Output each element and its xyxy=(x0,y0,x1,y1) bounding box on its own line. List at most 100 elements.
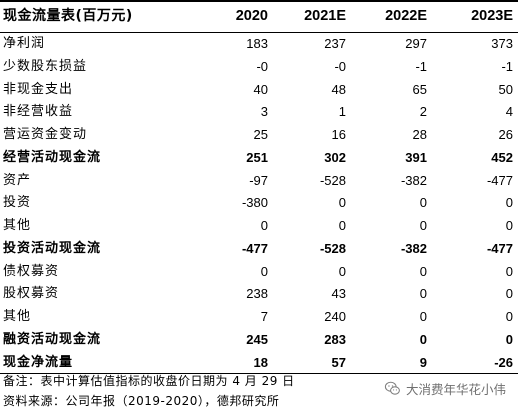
row-value: -382 xyxy=(400,240,427,256)
header-year-2020: 2020 xyxy=(235,8,268,24)
row-label: 净利润 xyxy=(3,36,46,51)
row-value: 9 xyxy=(419,354,427,370)
table-row: 股权募资 238 43 0 0 xyxy=(0,283,518,306)
table-row: 其他 0 0 0 0 xyxy=(0,215,518,238)
row-label: 债权募资 xyxy=(3,263,60,279)
table-row: 非现金支出 40 48 65 50 xyxy=(0,79,518,102)
row-value: 245 xyxy=(246,331,268,347)
source-text: 资料来源：公司年报（2019-2020），德邦研究所 xyxy=(3,394,280,408)
row-value: 26 xyxy=(498,127,513,142)
row-label: 股权募资 xyxy=(3,286,60,302)
row-label: 营运资金变动 xyxy=(3,127,88,142)
row-value: 0 xyxy=(338,218,346,233)
row-value: 183 xyxy=(246,36,268,51)
note-text: 备注：表中计算估值指标的收盘价日期为 4 月 29 日 xyxy=(3,374,295,388)
row-value: 0 xyxy=(505,331,513,347)
row-value: 48 xyxy=(331,81,346,97)
table-header: 现金流量表(百万元) 2020 2021E 2022E 2023E xyxy=(0,0,518,33)
row-value: 7 xyxy=(260,309,268,324)
row-value: 0 xyxy=(419,309,427,324)
row-label: 投资活动现金流 xyxy=(3,240,102,256)
row-value: 302 xyxy=(324,149,346,165)
row-value: -97 xyxy=(249,172,268,188)
row-value: -1 xyxy=(501,58,513,74)
table-row: 投资活动现金流 -477 -528 -382 -477 xyxy=(0,238,518,261)
row-label: 经营活动现金流 xyxy=(3,149,102,165)
header-title: 现金流量表(百万元) xyxy=(3,8,133,24)
row-value: 0 xyxy=(505,218,513,233)
row-label: 其他 xyxy=(3,309,32,324)
row-label: 资产 xyxy=(3,172,32,188)
row-value: 237 xyxy=(324,36,346,51)
row-value: 240 xyxy=(324,309,346,324)
row-value: 0 xyxy=(505,195,513,211)
row-value: 57 xyxy=(331,354,346,370)
row-value: 0 xyxy=(505,286,513,302)
header-year-2023e: 2023E xyxy=(471,8,513,24)
row-value: 238 xyxy=(246,286,268,302)
row-label: 融资活动现金流 xyxy=(3,331,102,347)
row-value: 0 xyxy=(338,195,346,211)
row-value: 391 xyxy=(405,149,427,165)
row-value: -382 xyxy=(400,172,427,188)
watermark-text: 大消费年华花小伟 xyxy=(405,382,506,397)
row-value: 373 xyxy=(491,36,513,51)
row-value: 1 xyxy=(338,104,346,120)
row-value: -477 xyxy=(241,240,268,256)
table-row: 融资活动现金流 245 283 0 0 xyxy=(0,329,518,352)
row-value: -1 xyxy=(415,58,427,74)
row-value: -26 xyxy=(494,354,513,370)
table-row: 资产 -97 -528 -382 -477 xyxy=(0,170,518,193)
row-value: 3 xyxy=(260,104,268,120)
row-label: 投资 xyxy=(3,195,32,211)
table-body: 净利润 183 237 297 373 少数股东损益 -0 -0 -1 -1 非现金支出 40 48 65… xyxy=(0,33,518,375)
row-value: 65 xyxy=(412,81,427,97)
row-value: -0 xyxy=(334,58,346,74)
table-row: 少数股东损益 -0 -0 -1 -1 xyxy=(0,56,518,79)
row-value: 18 xyxy=(253,354,268,370)
row-value: 0 xyxy=(419,263,427,279)
row-value: 297 xyxy=(405,36,427,51)
header-year-2021e: 2021E xyxy=(304,8,346,24)
row-value: -477 xyxy=(486,172,513,188)
row-value: -0 xyxy=(256,58,268,74)
table-row: 营运资金变动 25 16 28 26 xyxy=(0,124,518,147)
row-value: 43 xyxy=(331,286,346,302)
row-label: 其他 xyxy=(3,218,32,233)
row-value: 0 xyxy=(505,309,513,324)
table-row: 其他 7 240 0 0 xyxy=(0,306,518,329)
row-value: 2 xyxy=(419,104,427,120)
row-value: 0 xyxy=(419,218,427,233)
table-row: 经营活动现金流 251 302 391 452 xyxy=(0,147,518,170)
table-row: 投资 -380 0 0 0 xyxy=(0,192,518,215)
row-label: 少数股东损益 xyxy=(3,58,88,74)
row-value: 28 xyxy=(412,127,427,142)
row-value: 251 xyxy=(246,149,268,165)
table-row: 净利润 183 237 297 373 xyxy=(0,33,518,56)
row-value: 40 xyxy=(253,81,268,97)
cash-flow-table: 现金流量表(百万元) 2020 2021E 2022E 2023E 净利润 183… xyxy=(0,0,518,375)
row-value: 0 xyxy=(505,263,513,279)
row-value: -528 xyxy=(319,172,346,188)
header-year-2022e: 2022E xyxy=(385,8,427,24)
row-value: 452 xyxy=(491,149,513,165)
row-value: 50 xyxy=(498,81,513,97)
row-value: 283 xyxy=(324,331,346,347)
row-value: 0 xyxy=(338,263,346,279)
row-label: 非现金支出 xyxy=(3,81,74,97)
table-row: 非经营收益 3 1 2 4 xyxy=(0,101,518,124)
row-value: 0 xyxy=(419,331,427,347)
row-value: -380 xyxy=(241,195,268,211)
row-value: 0 xyxy=(419,195,427,211)
row-value: 0 xyxy=(260,263,268,279)
row-value: -477 xyxy=(486,240,513,256)
row-value: 25 xyxy=(253,127,268,142)
watermark: 大消费年华花小伟 xyxy=(384,379,506,398)
table-row: 债权募资 0 0 0 0 xyxy=(0,261,518,284)
row-value: 4 xyxy=(505,104,513,120)
row-value: 16 xyxy=(331,127,346,142)
wechat-icon xyxy=(384,381,400,395)
table-row: 现金净流量 18 57 9 -26 xyxy=(0,352,518,375)
row-value: -528 xyxy=(319,240,346,256)
row-value: 0 xyxy=(260,218,268,233)
